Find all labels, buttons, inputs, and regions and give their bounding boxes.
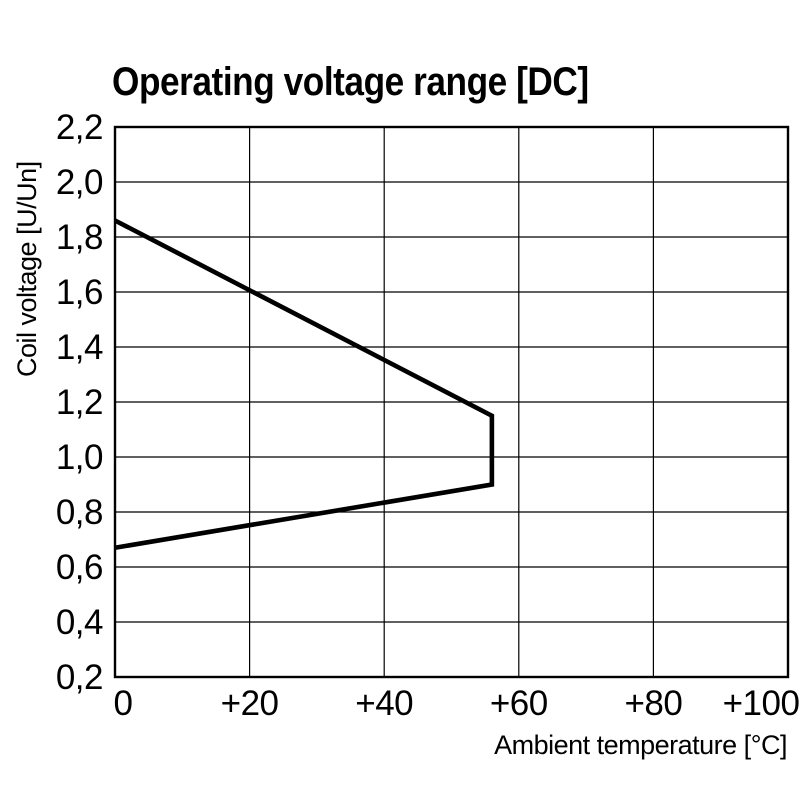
x-tick-label: +40	[355, 684, 413, 723]
y-tick-label: 2,0	[56, 163, 103, 202]
y-tick-label: 1,6	[56, 273, 103, 312]
y-tick-label: 1,4	[56, 328, 103, 367]
y-tick-label: 1,8	[56, 218, 103, 257]
dc-operating-voltage-boundary-line	[113, 218, 495, 551]
x-tick-label: +100	[723, 684, 800, 723]
x-tick-label: +60	[490, 684, 548, 723]
x-tick-label: +80	[624, 684, 682, 723]
y-tick-label: 0,6	[56, 548, 103, 587]
x-tick-label: 0	[114, 684, 133, 723]
x-axis-title: Ambient temperature [°C]	[494, 730, 787, 760]
y-tick-label: 0,8	[56, 493, 103, 532]
x-tick-label: +20	[221, 684, 279, 723]
y-tick-label: 0,4	[56, 603, 103, 642]
y-tick-label: 2,2	[56, 108, 103, 147]
plot-border	[113, 125, 790, 679]
y-tick-label: 0,2	[56, 658, 103, 697]
y-tick-label: 1,2	[56, 383, 103, 422]
chart-title: Operating voltage range [DC]	[112, 60, 589, 104]
y-tick-label: 1,0	[56, 438, 103, 477]
